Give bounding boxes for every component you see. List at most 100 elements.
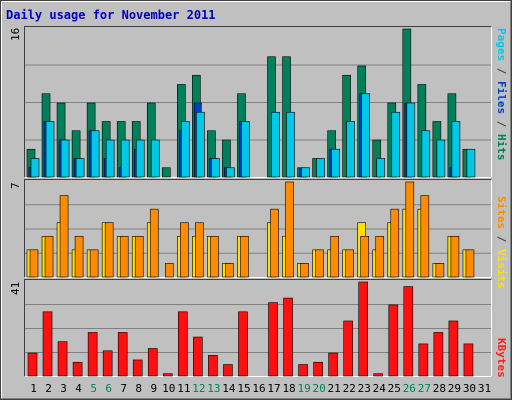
pages-bar (150, 139, 160, 178)
middle-panel-bars (26, 181, 475, 278)
top-panel-bars (26, 28, 476, 178)
legend-part: Files (495, 81, 508, 114)
sites-bar (44, 235, 54, 278)
pages-bar (361, 93, 371, 178)
top-y-max-label: 16 (9, 28, 22, 41)
pages-bar (466, 148, 476, 178)
pages-bar (60, 139, 70, 178)
x-tick-label: 7 (120, 382, 127, 395)
sites-bar (164, 263, 174, 278)
legend-part: Hits (495, 134, 508, 161)
pages-bar (436, 139, 446, 178)
x-tick-label: 2 (45, 382, 52, 395)
pages-bar (406, 102, 416, 178)
kbytes-bar (27, 352, 38, 377)
sites-bar (195, 222, 204, 278)
kbytes-bar (87, 332, 98, 377)
pages-bar (301, 167, 310, 178)
kbytes-bar (117, 332, 128, 377)
kbytes-bar (373, 373, 384, 377)
sites-bar (74, 235, 84, 278)
sites-bar (465, 249, 475, 278)
sites-bar (104, 222, 114, 278)
sites-bar (360, 235, 370, 278)
kbytes-bar (178, 311, 188, 377)
sites-bar (435, 263, 445, 278)
x-tick-label: 30 (463, 382, 476, 395)
x-tick-label: 27 (418, 382, 431, 395)
x-tick-label: 9 (150, 382, 157, 395)
sites-bar (89, 249, 99, 278)
kbytes-bar (433, 332, 444, 377)
pages-bar (90, 130, 100, 178)
hits-bar (161, 167, 171, 178)
pages-bar (316, 158, 325, 178)
x-tick-label: 28 (433, 382, 446, 395)
pages-bar (241, 121, 250, 178)
pages-bar (120, 139, 130, 178)
sites-bar (225, 263, 234, 278)
x-tick-label: 11 (177, 382, 190, 395)
sites-bar (405, 181, 415, 278)
kbytes-bar (57, 341, 68, 377)
kbytes-bar (162, 373, 173, 377)
pages-bar (135, 139, 145, 178)
kbytes-bar (102, 350, 113, 377)
sites-bar (330, 235, 339, 278)
kbytes-bar (268, 302, 278, 377)
x-tick-label: 12 (192, 382, 205, 395)
pages-bar (181, 121, 190, 178)
legend-part: / (495, 114, 508, 134)
kbytes-bar (283, 297, 293, 377)
x-tick-label: 15 (237, 382, 250, 395)
kbytes-bar (132, 359, 143, 377)
kbytes-bar (223, 364, 233, 377)
kbytes-bar (238, 311, 248, 377)
x-tick-label: 25 (388, 382, 401, 395)
pages-bar (451, 121, 461, 178)
kbytes-bar (72, 361, 83, 377)
x-tick-label: 20 (313, 382, 326, 395)
sites-bar (420, 195, 430, 278)
top-right-legend: Pages / Files / Hits (495, 28, 508, 161)
x-axis-labels: 1 2 3 4 5 6 7 8 9 10 11 12 13 14 15 16 17 18 19 20 21 22 23 24 2… (30, 382, 491, 395)
bottom-y-max-label: 41 (9, 282, 22, 295)
legend-part: Pages (495, 28, 508, 61)
pages-bar (211, 158, 220, 178)
kbytes-bar (388, 304, 399, 377)
x-tick-label: 3 (60, 382, 67, 395)
x-tick-label: 14 (222, 382, 236, 395)
sites-bar (285, 181, 294, 278)
sites-bar (59, 195, 69, 278)
x-tick-label: 10 (162, 382, 175, 395)
x-tick-label: 1 (30, 382, 37, 395)
kbytes-bar (193, 336, 203, 377)
kbytes-bar (463, 343, 474, 377)
kbytes-bar (208, 355, 218, 377)
middle-y-max-label: 7 (9, 182, 22, 189)
pages-bar (391, 111, 401, 178)
pages-bar (346, 121, 355, 178)
x-tick-label: 31 (478, 382, 491, 395)
pages-bar (271, 111, 280, 178)
legend-part: KBytes (495, 338, 508, 378)
kbytes-bar (313, 361, 323, 377)
pages-bar (45, 121, 55, 178)
sites-bar (119, 235, 129, 278)
pages-bar (331, 148, 340, 178)
kbytes-bar (343, 320, 353, 377)
kbytes-bar (448, 320, 459, 377)
x-tick-label: 18 (282, 382, 295, 395)
pages-bar (376, 158, 386, 178)
kbytes-bar (42, 311, 53, 377)
x-tick-label: 17 (267, 382, 280, 395)
pages-bar (226, 167, 235, 178)
legend-part: Visits (495, 249, 508, 289)
sites-bar (345, 249, 354, 278)
x-tick-label: 23 (358, 382, 371, 395)
x-tick-label: 19 (297, 382, 310, 395)
pages-bar (75, 158, 85, 178)
pages-bar (196, 111, 205, 178)
x-tick-label: 21 (328, 382, 341, 395)
